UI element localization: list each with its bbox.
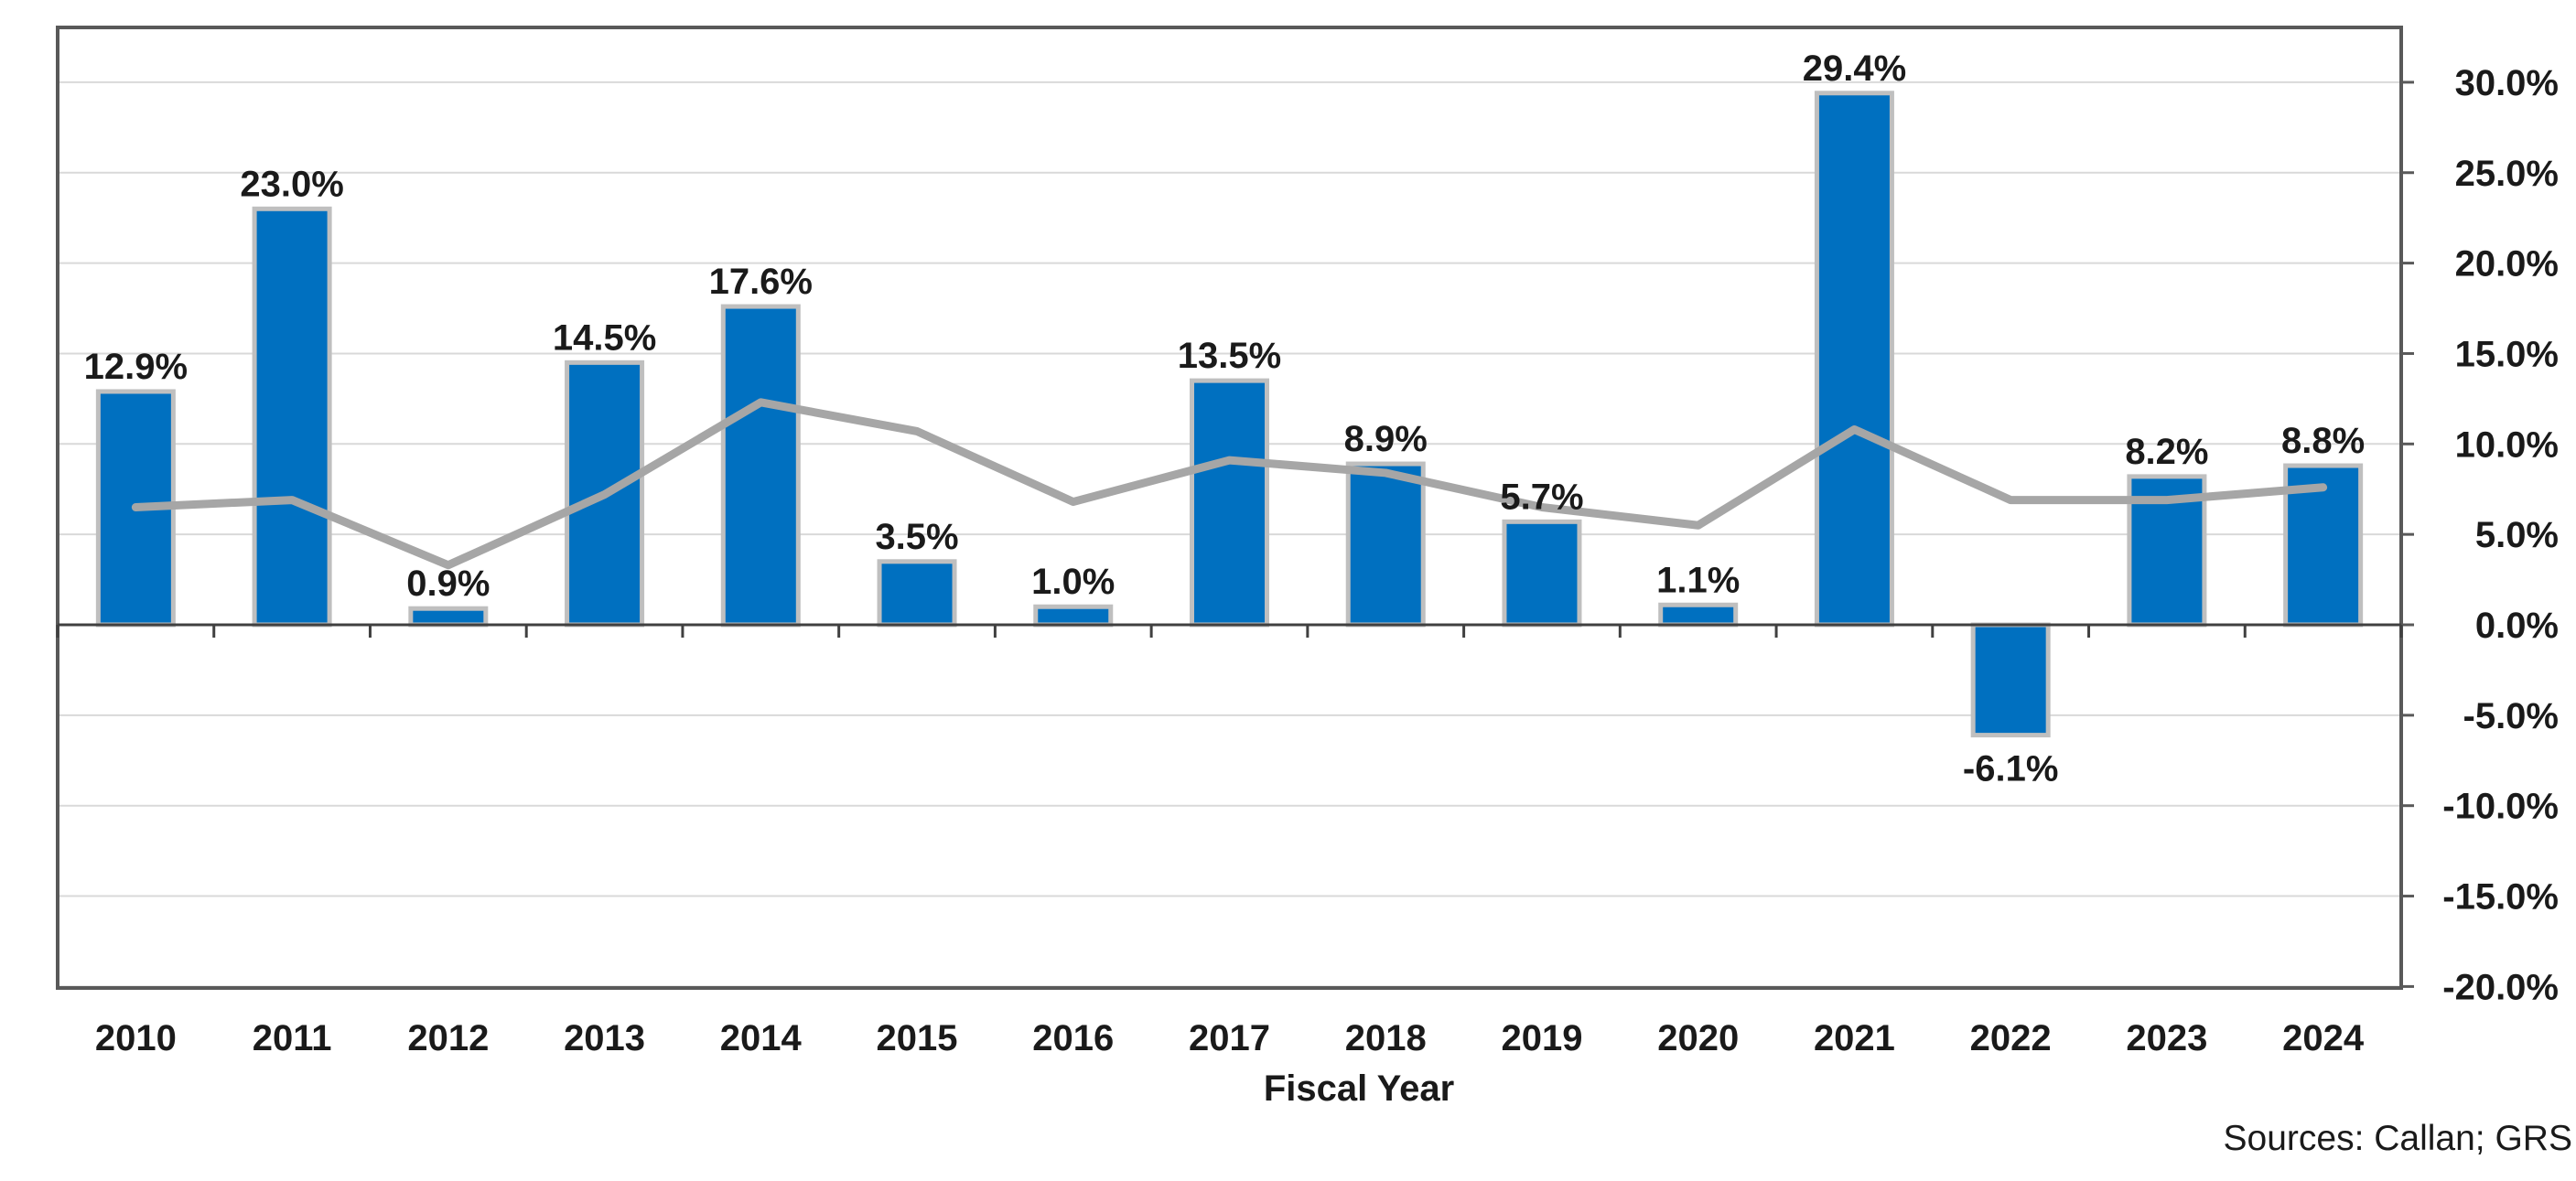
x-tick-label: 2020: [1657, 1018, 1739, 1058]
y-tick-label: -5.0%: [2463, 696, 2560, 736]
x-axis-title: Fiscal Year: [1263, 1068, 1455, 1109]
bar: [1970, 622, 2051, 738]
x-tick-label: 2014: [720, 1018, 803, 1058]
source-note: Sources: Callan; GRS: [2223, 1119, 2573, 1158]
bar-data-label: 23.0%: [240, 164, 343, 204]
bar-data-label: 12.9%: [84, 347, 188, 387]
bar: [1658, 602, 1739, 628]
plot-border: [56, 26, 2403, 990]
y-tick-label: 10.0%: [2455, 424, 2559, 465]
bar-data-label: 0.9%: [406, 564, 490, 604]
y-tick-label: -20.0%: [2442, 967, 2559, 1007]
x-tick-label: 2018: [1345, 1018, 1427, 1058]
benchmark-line: [131, 398, 2328, 570]
x-tick-label: 2021: [1814, 1018, 1895, 1058]
bar-data-label: 1.0%: [1031, 562, 1115, 602]
bar-data-label: 5.7%: [1500, 477, 1583, 517]
bar-data-label: 8.2%: [2125, 432, 2208, 472]
bar: [408, 606, 489, 628]
bar: [252, 206, 332, 628]
x-tick-label: 2013: [564, 1018, 645, 1058]
bar-data-label: 29.4%: [1803, 48, 1906, 89]
y-tick-label: 0.0%: [2475, 606, 2559, 646]
bar-data-label: 13.5%: [1178, 336, 1281, 376]
x-tick-label: 2024: [2282, 1018, 2365, 1058]
bar: [1190, 378, 1269, 628]
x-tick-label: 2017: [1189, 1018, 1270, 1058]
bar-data-label: 8.9%: [1344, 419, 1428, 459]
y-tick-label: 30.0%: [2455, 63, 2559, 103]
y-tick-label: -10.0%: [2442, 787, 2559, 827]
y-tick-label: 15.0%: [2455, 334, 2559, 374]
bar-data-label: -6.1%: [1963, 749, 2059, 789]
bar: [1502, 519, 1582, 628]
x-tick-label: 2015: [877, 1018, 958, 1058]
bar: [877, 559, 957, 628]
y-tick-label: -15.0%: [2442, 877, 2559, 918]
bar: [720, 304, 801, 628]
x-tick-label: 2022: [1970, 1018, 2052, 1058]
bar-data-label: 17.6%: [709, 262, 813, 302]
bar: [1814, 91, 1894, 628]
x-tick-label: 2012: [407, 1018, 489, 1058]
y-tick-label: 5.0%: [2475, 515, 2559, 555]
bar-data-label: 1.1%: [1656, 560, 1740, 600]
x-tick-label: 2016: [1032, 1018, 1114, 1058]
y-tick-label: 25.0%: [2455, 154, 2559, 194]
bar: [1345, 461, 1426, 628]
bar-data-label: 14.5%: [553, 317, 656, 358]
y-tick-label: 20.0%: [2455, 244, 2559, 285]
bar: [1033, 604, 1114, 628]
x-tick-label: 2011: [253, 1018, 332, 1058]
bar-data-label: 8.8%: [2281, 421, 2365, 461]
x-tick-label: 2019: [1501, 1018, 1582, 1058]
x-tick-label: 2023: [2126, 1018, 2207, 1058]
x-tick-label: 2010: [95, 1018, 177, 1058]
bar-data-label: 3.5%: [875, 517, 958, 557]
